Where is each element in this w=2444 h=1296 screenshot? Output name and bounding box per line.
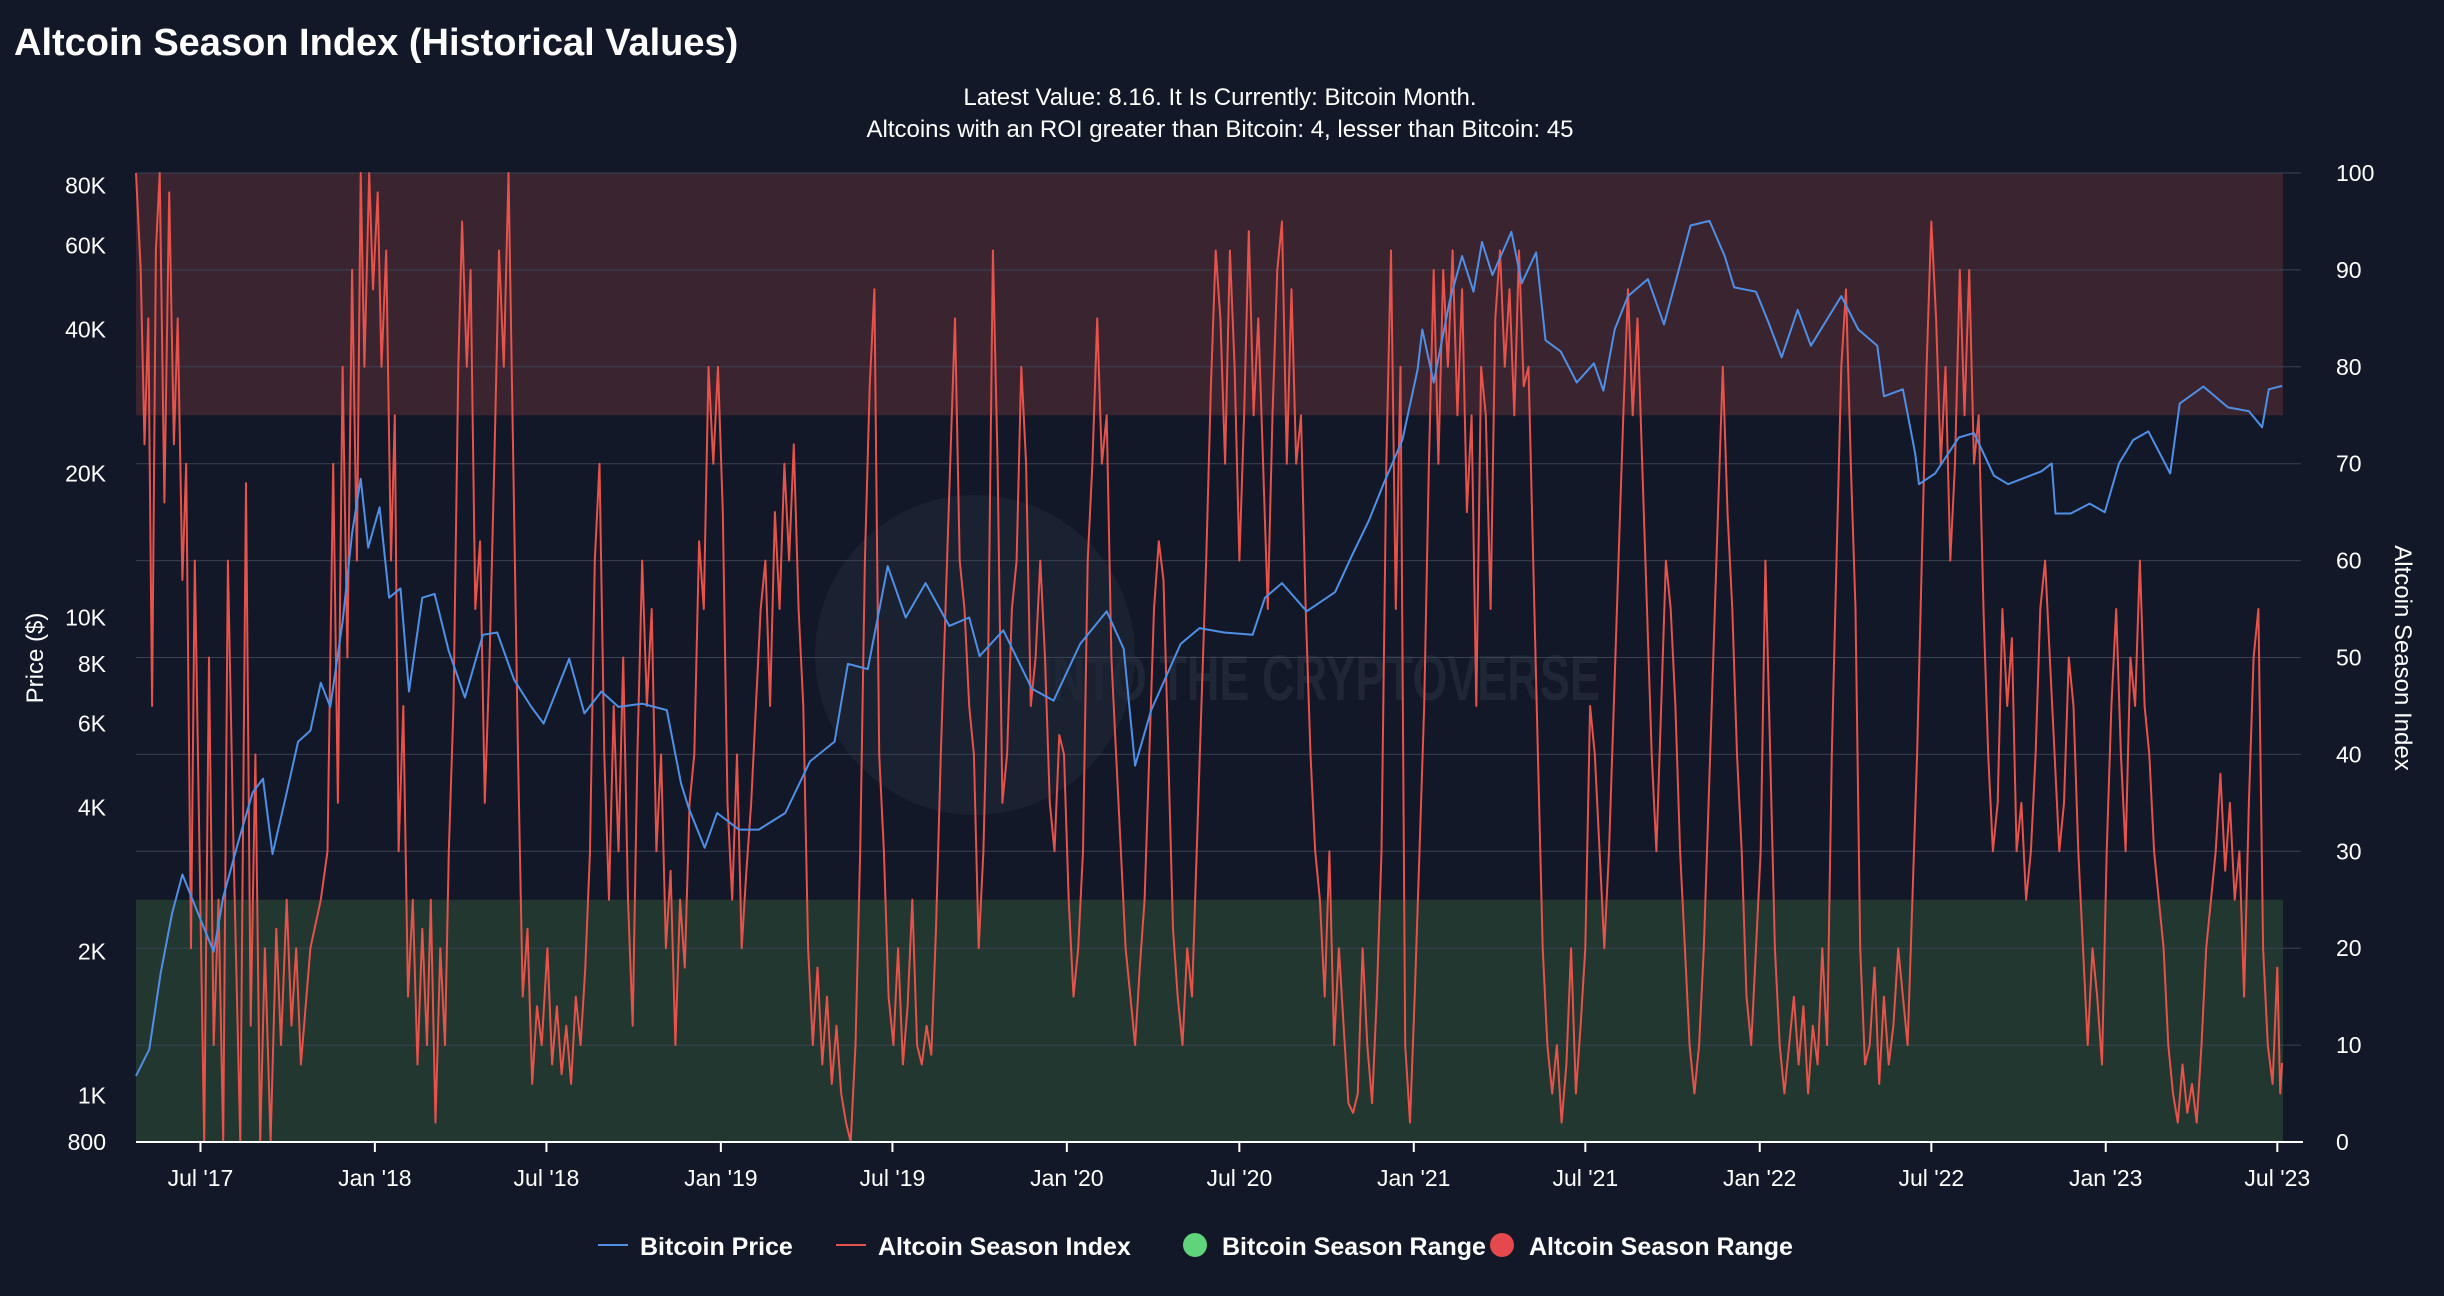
- y-right-tick-label: 20: [2336, 935, 2362, 961]
- y-left-tick-label: 20K: [65, 460, 107, 486]
- chart-subtitle-line-2: Altcoins with an ROI greater than Bitcoi…: [866, 116, 1573, 143]
- y-right-tick-label: 100: [2336, 160, 2374, 186]
- x-tick-label: Jul '17: [168, 1165, 234, 1191]
- y-right-tick-label: 50: [2336, 645, 2362, 671]
- y-axis-left-title: Price ($): [22, 613, 49, 704]
- x-tick-label: Jan '19: [684, 1165, 757, 1191]
- x-tick-label: Jul '19: [860, 1165, 926, 1191]
- x-tick-label: Jul '20: [1206, 1165, 1272, 1191]
- legend-item-label: Bitcoin Season Range: [1222, 1233, 1486, 1261]
- watermark-text: INTO THE CRYPTOVERSE: [1040, 642, 1600, 714]
- y-left-tick-label: 4K: [78, 795, 107, 821]
- legend-dot-swatch: [1490, 1233, 1514, 1257]
- y-left-tick-label: 8K: [78, 651, 107, 677]
- y-left-tick-label: 60K: [65, 232, 107, 258]
- legend-item-label: Altcoin Season Index: [878, 1233, 1131, 1261]
- y-left-tick-label: 1K: [78, 1083, 107, 1109]
- y-left-tick-label: 10K: [65, 604, 107, 630]
- y-right-tick-label: 70: [2336, 451, 2362, 477]
- bitcoin-season-band: [136, 899, 2283, 1142]
- bitcoin-price-line: [135, 219, 2283, 1077]
- y-left-tick-label: 800: [68, 1129, 106, 1155]
- legend: Bitcoin Price Altcoin Season Index Bitcoin…: [598, 1233, 1793, 1261]
- altcoin-season-band: [136, 173, 2283, 416]
- x-tick-label: Jul '22: [1898, 1165, 1964, 1191]
- y-left-tick-label: 2K: [78, 939, 107, 965]
- y-right-tick-label: 0: [2336, 1129, 2349, 1155]
- y-right-tick-label: 60: [2336, 548, 2362, 574]
- y-right-tick-label: 40: [2336, 741, 2362, 767]
- legend-item-label: Bitcoin Price: [640, 1233, 793, 1261]
- x-tick-label: Jan '22: [1723, 1165, 1796, 1191]
- x-tick-label: Jul '18: [514, 1165, 580, 1191]
- range-bands: [136, 173, 2283, 1142]
- y-left-tick-label: 6K: [78, 711, 107, 737]
- y-right-tick-label: 80: [2336, 354, 2362, 380]
- legend-dot-swatch: [1183, 1233, 1207, 1257]
- x-tick-label: Jul '21: [1552, 1165, 1618, 1191]
- watermark-logo: [815, 495, 1135, 815]
- y-left-tick-label: 40K: [65, 317, 107, 343]
- y-right-tick-label: 90: [2336, 257, 2362, 283]
- chart-title: Altcoin Season Index (Historical Values): [14, 22, 738, 64]
- y-left-tick-label: 80K: [65, 173, 107, 199]
- y-right-tick-label: 30: [2336, 838, 2362, 864]
- axes: 0 10 20 30 40 50 60 70 80 90 100 800 1K 2K 4K 6K 8K 10K 20…: [65, 160, 2374, 1191]
- x-tick-label: Jul '23: [2244, 1165, 2310, 1191]
- x-tick-label: Jan '18: [338, 1165, 411, 1191]
- chart-subtitle-line-1: Latest Value: 8.16. It Is Currently: Bit…: [963, 84, 1476, 111]
- y-right-tick-label: 10: [2336, 1032, 2362, 1058]
- x-tick-label: Jan '23: [2069, 1165, 2142, 1191]
- legend-item-label: Altcoin Season Range: [1529, 1233, 1793, 1261]
- watermark: INTO THE CRYPTOVERSE: [815, 495, 1600, 815]
- x-tick-label: Jan '20: [1030, 1165, 1103, 1191]
- altcoin-season-index-line: [135, 172, 2284, 1143]
- y-axis-right-title: Altcoin Season Index: [2389, 545, 2416, 770]
- series-layer: [135, 172, 2284, 1143]
- x-tick-label: Jan '21: [1377, 1165, 1450, 1191]
